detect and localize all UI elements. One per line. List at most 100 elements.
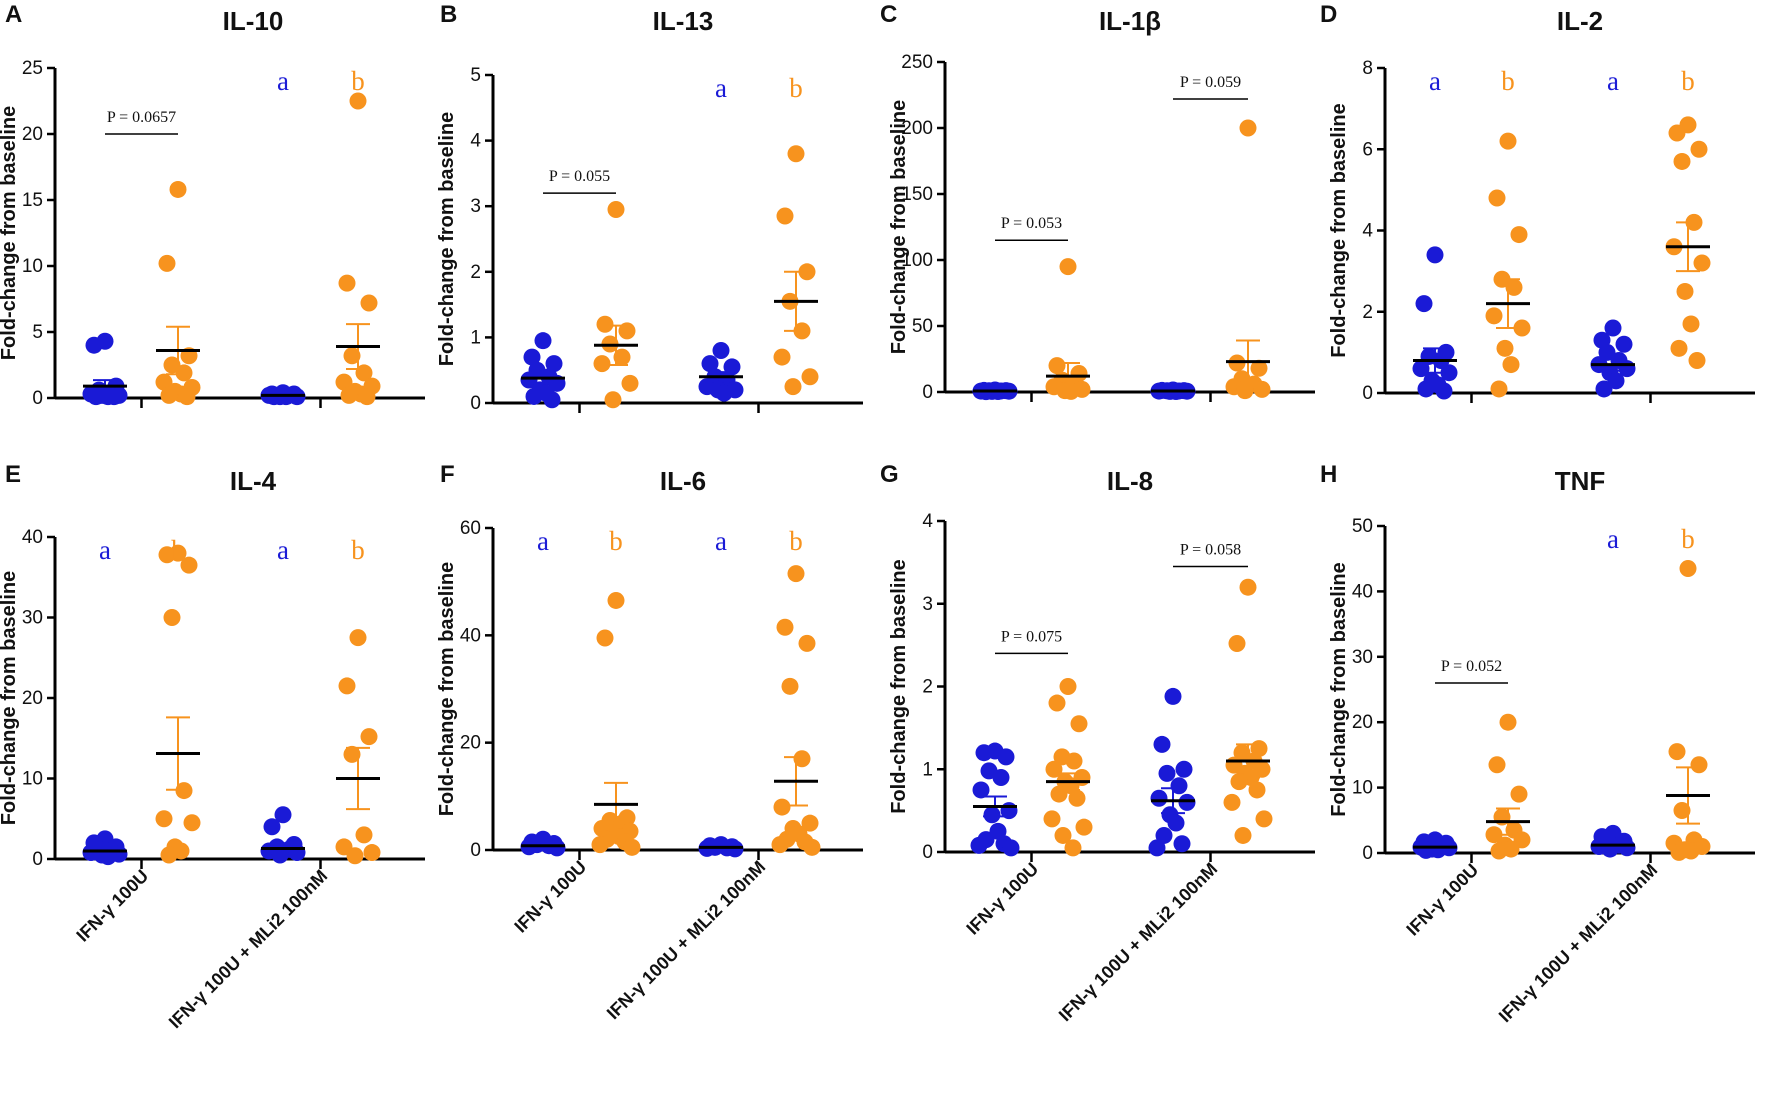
data-point <box>87 388 105 406</box>
y-tick-label: 2 <box>1362 302 1373 323</box>
series-blue-group-1 <box>970 742 1020 857</box>
data-point <box>1170 777 1188 795</box>
data-point <box>158 254 176 272</box>
data-point <box>1223 793 1241 811</box>
data-point <box>1513 319 1531 337</box>
data-point <box>158 546 176 564</box>
data-point <box>105 388 123 406</box>
series-orange-group-1 <box>1485 713 1531 860</box>
sig-letter-a: a <box>715 73 727 103</box>
y-tick-label: 0 <box>922 842 933 863</box>
data-point <box>1054 826 1072 844</box>
data-point <box>85 336 103 354</box>
data-point <box>363 844 381 862</box>
series-orange-group-1 <box>1045 258 1091 400</box>
sig-letter-a: a <box>715 526 727 556</box>
y-tick-label: 5 <box>32 322 43 343</box>
data-point <box>1499 713 1517 731</box>
y-tick-label: 30 <box>1352 647 1373 668</box>
panel-letter: F <box>440 461 455 488</box>
sig-letter-a: a <box>537 526 549 556</box>
panel-letter: E <box>5 461 21 488</box>
series-blue-group-2 <box>260 384 306 406</box>
data-point <box>1236 382 1254 400</box>
data-point <box>183 814 201 832</box>
y-tick-label: 15 <box>22 190 43 211</box>
y-tick-label: 200 <box>901 118 933 139</box>
sig-letter-a: a <box>99 535 111 565</box>
y-tick-label: 50 <box>912 316 933 337</box>
data-point <box>1488 189 1506 207</box>
data-point <box>596 629 614 647</box>
panel-A: A IL-10 Fold-change from baseline 0 5 10 15 20 2… <box>0 1 425 409</box>
data-point <box>1510 785 1528 803</box>
data-point <box>771 836 789 854</box>
series-blue-group-2 <box>1150 381 1196 400</box>
y-tick-label: 10 <box>22 256 43 277</box>
data-point <box>178 388 196 406</box>
data-point <box>1248 781 1266 799</box>
data-point <box>545 355 563 373</box>
data-point <box>1167 814 1185 832</box>
data-point <box>355 826 373 844</box>
series-orange-group-1 <box>1485 132 1531 398</box>
data-point <box>975 744 993 762</box>
data-point <box>343 745 361 763</box>
panel-letter: G <box>880 461 899 488</box>
series-orange-group-1 <box>593 200 639 409</box>
y-tick-label: 20 <box>1352 712 1373 733</box>
y-axis-label: Fold-change from baseline <box>436 562 458 816</box>
data-point <box>163 356 181 374</box>
y-tick-label: 6 <box>1362 139 1373 160</box>
p-value-label: P = 0.058 <box>1180 542 1241 559</box>
data-point <box>263 818 281 836</box>
data-point <box>1688 352 1706 369</box>
series-blue-group-2 <box>1148 687 1196 857</box>
data-point <box>701 355 719 373</box>
sig-letter-b: b <box>789 73 803 103</box>
data-point <box>983 806 1001 824</box>
y-tick-label: 25 <box>22 58 43 79</box>
x-category-label: IFN-γ 100U + MLi2 100nM <box>603 857 770 1024</box>
y-tick-label: 60 <box>460 518 481 539</box>
data-point <box>1510 226 1528 244</box>
series-blue-group-1 <box>1412 246 1458 400</box>
data-point <box>160 846 178 864</box>
data-point <box>1230 773 1248 791</box>
panel-C: C IL-1β Fold-change from baseline 0 50 100 150… <box>880 1 1315 403</box>
data-point <box>360 728 378 746</box>
sig-letter-b: b <box>789 526 803 556</box>
data-point <box>358 388 376 406</box>
series-blue-group-2 <box>260 806 306 864</box>
y-tick-label: 40 <box>22 527 43 548</box>
y-tick-label: 30 <box>22 608 43 629</box>
data-point <box>1502 356 1520 374</box>
y-axis-label: Fold-change from baseline <box>1328 562 1350 816</box>
data-point <box>1250 359 1268 377</box>
sig-letter-b: b <box>1681 66 1695 96</box>
y-tick-label: 1 <box>470 327 481 348</box>
series-blue-group-1 <box>1412 831 1458 859</box>
sig-letter-a: a <box>1429 66 1441 96</box>
series-orange-group-2 <box>1223 578 1273 844</box>
data-point <box>776 207 794 225</box>
series-orange-group-2 <box>771 565 821 856</box>
data-point <box>621 374 639 392</box>
y-tick-label: 100 <box>901 250 933 271</box>
panel-title: IL-8 <box>1107 466 1153 496</box>
data-point <box>1415 295 1433 313</box>
y-axis-label: Fold-change from baseline <box>0 106 20 360</box>
panel-title: IL-13 <box>653 6 714 36</box>
data-point <box>1175 760 1193 778</box>
y-tick-label: 4 <box>1362 221 1373 242</box>
data-point <box>1673 152 1691 170</box>
data-point <box>1164 687 1182 705</box>
data-point <box>997 748 1015 766</box>
y-tick-label: 4 <box>922 511 933 532</box>
data-point <box>1075 818 1093 836</box>
sig-letter-b: b <box>609 526 623 556</box>
data-point <box>349 629 367 647</box>
series-blue-group-1 <box>520 830 566 857</box>
series-orange-group-1 <box>591 591 641 856</box>
y-tick-label: 0 <box>1362 843 1373 864</box>
